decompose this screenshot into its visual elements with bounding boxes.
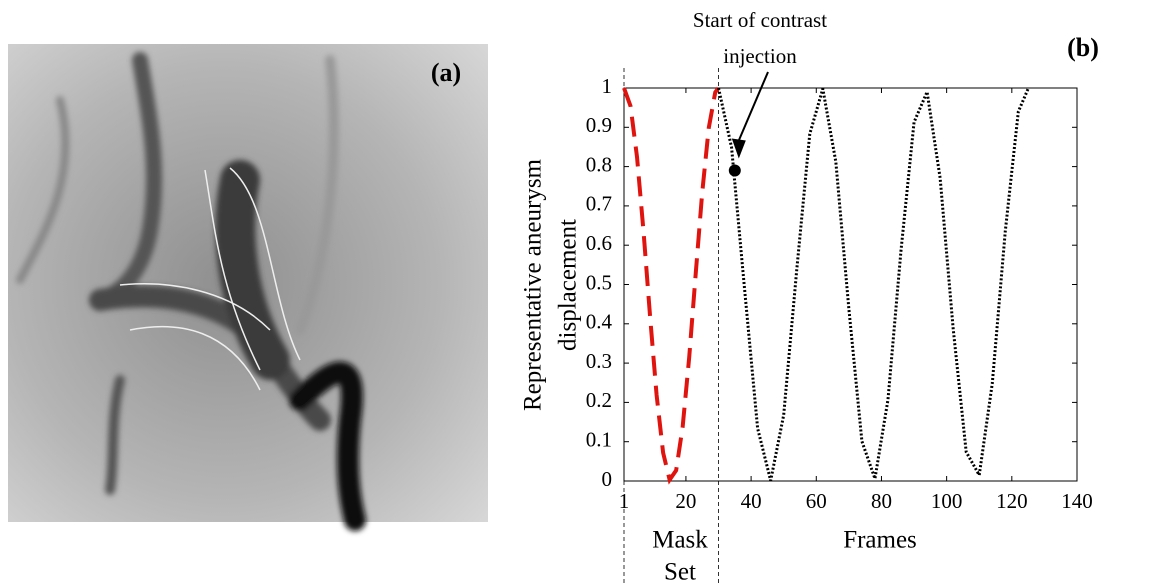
x-tick-label: 1 bbox=[619, 489, 630, 513]
annotation: injection bbox=[723, 44, 797, 68]
y-tick-label: 0.9 bbox=[586, 113, 612, 137]
y-tick-label: 0.7 bbox=[586, 192, 612, 216]
annotation: Start of contrast bbox=[693, 8, 827, 32]
y-tick-label: 0.8 bbox=[586, 152, 612, 176]
y-tick-label: 0.3 bbox=[586, 349, 612, 373]
x-tick-label: 100 bbox=[931, 489, 963, 513]
y-tick-label: 0 bbox=[602, 467, 613, 491]
x-tick-label: 120 bbox=[996, 489, 1028, 513]
panel-label: (a) bbox=[431, 58, 461, 87]
region-label: Set bbox=[664, 559, 696, 586]
angiogram-image: (a) bbox=[8, 44, 488, 531]
y-tick-label: 1 bbox=[602, 74, 613, 98]
y-tick-label: 0.5 bbox=[586, 270, 612, 294]
panel-label: (b) bbox=[1067, 33, 1099, 62]
y-tick-label: 0.6 bbox=[586, 231, 612, 255]
x-tick-label: 80 bbox=[871, 489, 892, 513]
x-tick-label: 140 bbox=[1061, 489, 1093, 513]
injection-marker bbox=[728, 164, 741, 177]
annotation-arrow bbox=[737, 71, 769, 141]
x-axis-label: Frames bbox=[843, 527, 917, 554]
x-tick-label: 20 bbox=[675, 489, 696, 513]
data-line bbox=[717, 86, 1030, 481]
y-tick-label: 0.2 bbox=[586, 388, 612, 412]
y-axis-label: displacement bbox=[555, 219, 582, 351]
annotation-arrowhead bbox=[731, 138, 746, 159]
y-tick-label: 0.4 bbox=[586, 310, 613, 334]
y-tick-label: 0.1 bbox=[586, 428, 612, 452]
y-axis-label: Representative aneurysm bbox=[520, 158, 547, 411]
data-line bbox=[622, 86, 721, 485]
x-tick-label: 40 bbox=[741, 489, 762, 513]
region-label: Mask bbox=[652, 527, 708, 554]
plot-frame bbox=[623, 87, 1078, 482]
x-tick-label: 60 bbox=[806, 489, 827, 513]
